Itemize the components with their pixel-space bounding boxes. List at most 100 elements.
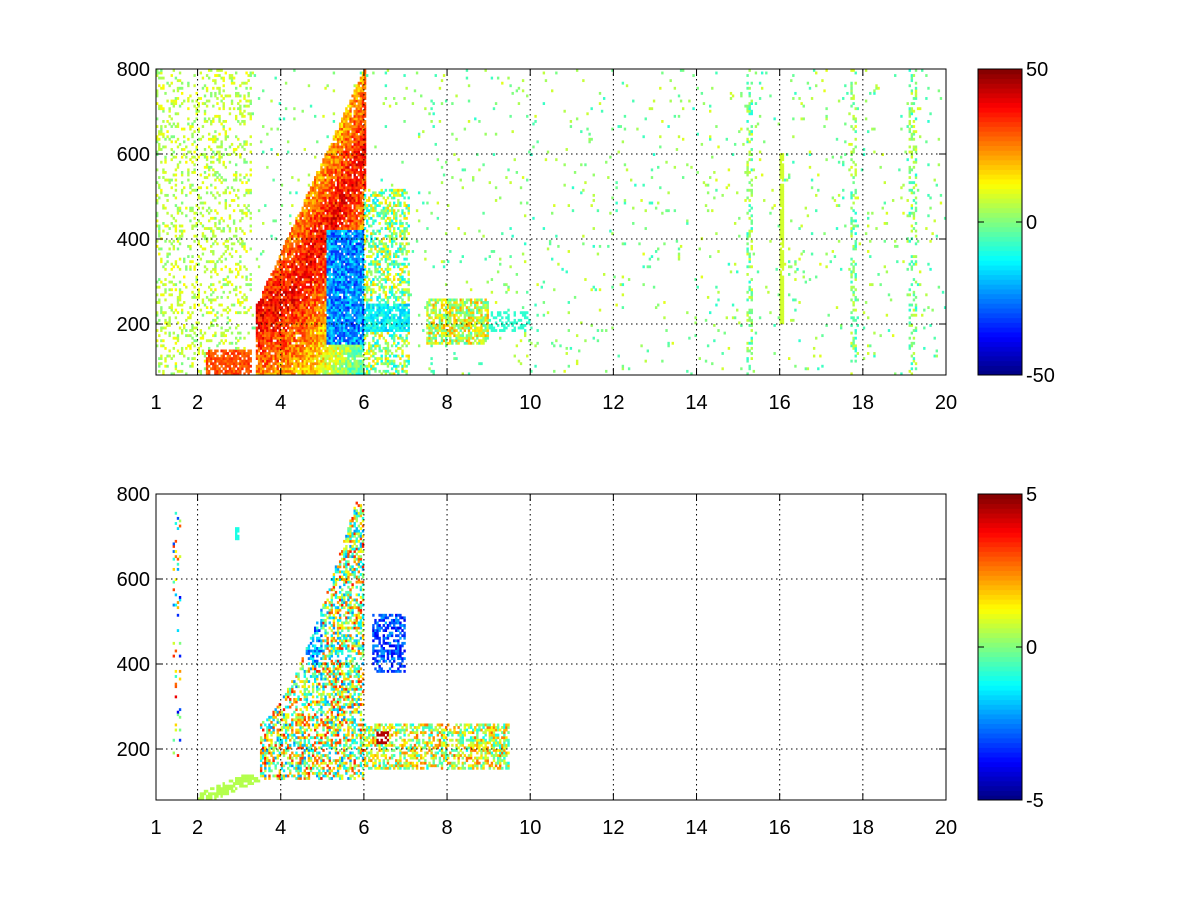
heatmap-cell xyxy=(326,288,329,292)
heatmap-cell xyxy=(345,176,348,179)
heatmap-cell xyxy=(355,120,358,123)
heatmap-cell xyxy=(328,275,331,279)
heatmap-cell xyxy=(170,186,173,190)
heatmap-cell xyxy=(270,329,273,332)
heatmap-cell xyxy=(301,244,304,248)
heatmap-cell xyxy=(357,173,361,177)
heatmap-cell xyxy=(334,316,338,320)
heatmap-cell xyxy=(303,280,306,284)
heatmap-cell xyxy=(245,104,248,108)
heatmap-cell xyxy=(293,295,296,299)
heatmap-cell xyxy=(357,290,361,294)
heatmap-cell xyxy=(245,364,248,368)
heatmap-cell xyxy=(176,303,180,307)
heatmap-cell xyxy=(305,255,309,258)
heatmap-cell xyxy=(353,354,356,358)
heatmap-cell xyxy=(357,349,361,353)
heatmap-cell xyxy=(205,267,209,271)
heatmap-cell xyxy=(278,301,282,304)
heatmap-cell xyxy=(345,173,348,177)
heatmap-cell xyxy=(266,290,269,294)
heatmap-cell xyxy=(226,239,230,243)
heatmap-cell xyxy=(332,326,336,330)
heatmap-cell xyxy=(338,244,342,248)
heatmap-cell xyxy=(347,135,350,139)
heatmap-cell xyxy=(359,224,363,228)
heatmap-cell xyxy=(166,364,169,368)
heatmap-cell xyxy=(203,112,207,116)
heatmap-cell xyxy=(318,257,321,261)
heatmap-cell xyxy=(328,359,331,363)
heatmap-cell xyxy=(303,308,306,312)
heatmap-cell xyxy=(214,81,217,85)
heatmap-cell xyxy=(359,204,363,207)
heatmap-cell xyxy=(341,247,344,251)
heatmap-cell xyxy=(226,153,230,156)
heatmap-cell xyxy=(216,357,219,360)
heatmap-cell xyxy=(183,260,186,264)
heatmap-cell xyxy=(172,122,176,126)
heatmap-cell xyxy=(355,331,358,335)
heatmap-cell xyxy=(345,301,348,304)
heatmap-cell xyxy=(239,153,242,156)
heatmap-cell xyxy=(158,369,161,373)
heatmap-cell xyxy=(249,288,252,292)
heatmap-cell xyxy=(232,76,236,80)
heatmap-cell xyxy=(224,369,227,373)
heatmap-cell xyxy=(341,165,344,169)
heatmap-cell xyxy=(299,301,302,304)
heatmap-cell xyxy=(270,349,273,353)
heatmap-cell xyxy=(326,153,329,156)
heatmap-cell xyxy=(355,99,358,103)
heatmap-cell xyxy=(243,364,246,368)
heatmap-cell xyxy=(270,344,273,348)
heatmap-cell xyxy=(343,224,346,228)
heatmap-cell xyxy=(359,283,363,287)
heatmap-cell xyxy=(228,107,232,111)
heatmap-cell xyxy=(328,311,331,315)
heatmap-cell xyxy=(160,107,163,111)
heatmap-cell xyxy=(311,306,315,309)
heatmap-cell xyxy=(338,229,342,233)
heatmap-cell xyxy=(338,127,342,131)
heatmap-cell xyxy=(178,86,182,90)
heatmap-cell xyxy=(349,176,352,179)
heatmap-cell xyxy=(322,260,325,264)
heatmap-cell xyxy=(264,306,267,309)
heatmap-cell xyxy=(318,364,321,368)
heatmap-cell xyxy=(343,227,346,230)
heatmap-cell xyxy=(355,321,358,325)
heatmap-cell xyxy=(320,199,323,202)
heatmap-cell xyxy=(318,196,321,200)
heatmap-cell xyxy=(193,357,196,360)
heatmap-cell xyxy=(210,359,213,363)
heatmap-cell xyxy=(295,191,298,195)
heatmap-cell xyxy=(239,331,242,335)
heatmap-cell xyxy=(351,267,354,271)
heatmap-cell xyxy=(326,369,329,373)
heatmap-cell xyxy=(355,364,358,368)
heatmap-cell xyxy=(268,326,271,330)
heatmap-cell xyxy=(326,346,329,350)
heatmap-cell xyxy=(280,265,284,269)
heatmap-cell xyxy=(357,275,361,279)
heatmap-cell xyxy=(351,265,354,269)
heatmap-cell xyxy=(357,242,361,246)
heatmap-cell xyxy=(311,324,315,327)
heatmap-cell xyxy=(361,135,365,139)
heatmap-cell xyxy=(355,201,358,205)
heatmap-cell xyxy=(220,229,223,233)
heatmap-cell xyxy=(286,140,290,144)
heatmap-cell xyxy=(214,318,217,322)
heatmap-cell xyxy=(361,186,365,190)
heatmap-cell xyxy=(345,130,348,134)
heatmap-cell xyxy=(355,168,358,172)
heatmap-cell xyxy=(207,364,211,368)
heatmap-cell xyxy=(347,186,350,190)
heatmap-cell xyxy=(341,321,344,325)
heatmap-cell xyxy=(197,97,200,100)
heatmap-cell xyxy=(332,352,336,355)
heatmap-cell xyxy=(355,107,358,111)
heatmap-cell xyxy=(191,206,194,210)
heatmap-cell xyxy=(278,352,282,355)
